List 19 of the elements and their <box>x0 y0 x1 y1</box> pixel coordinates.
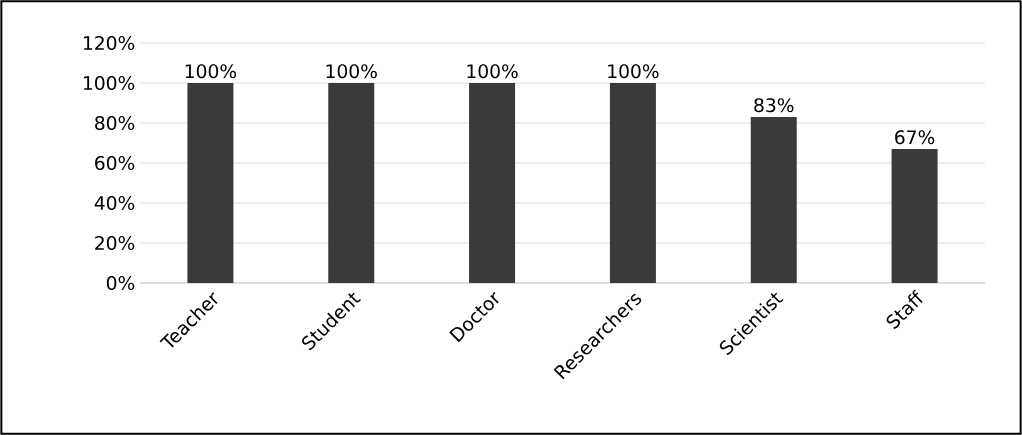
bar <box>609 82 656 283</box>
y-tick-label: 60% <box>95 155 135 171</box>
data-label: 100% <box>326 64 377 79</box>
bar <box>328 82 375 283</box>
y-tick-label: 80% <box>95 115 135 131</box>
data-label: 67% <box>895 130 935 145</box>
y-tick-label: 0% <box>106 275 135 291</box>
y-tick-label: 40% <box>94 195 135 211</box>
bar <box>750 116 797 283</box>
bar <box>891 148 938 283</box>
data-label: 100% <box>608 64 659 79</box>
bar <box>187 82 234 283</box>
y-tick-label: 100% <box>83 75 135 91</box>
y-tick-label: 20% <box>95 235 135 251</box>
data-label: 100% <box>185 64 237 79</box>
bar <box>469 82 516 283</box>
y-tick-label: 120% <box>83 35 135 51</box>
data-label: 83% <box>754 98 794 113</box>
data-label: 100% <box>467 64 518 79</box>
